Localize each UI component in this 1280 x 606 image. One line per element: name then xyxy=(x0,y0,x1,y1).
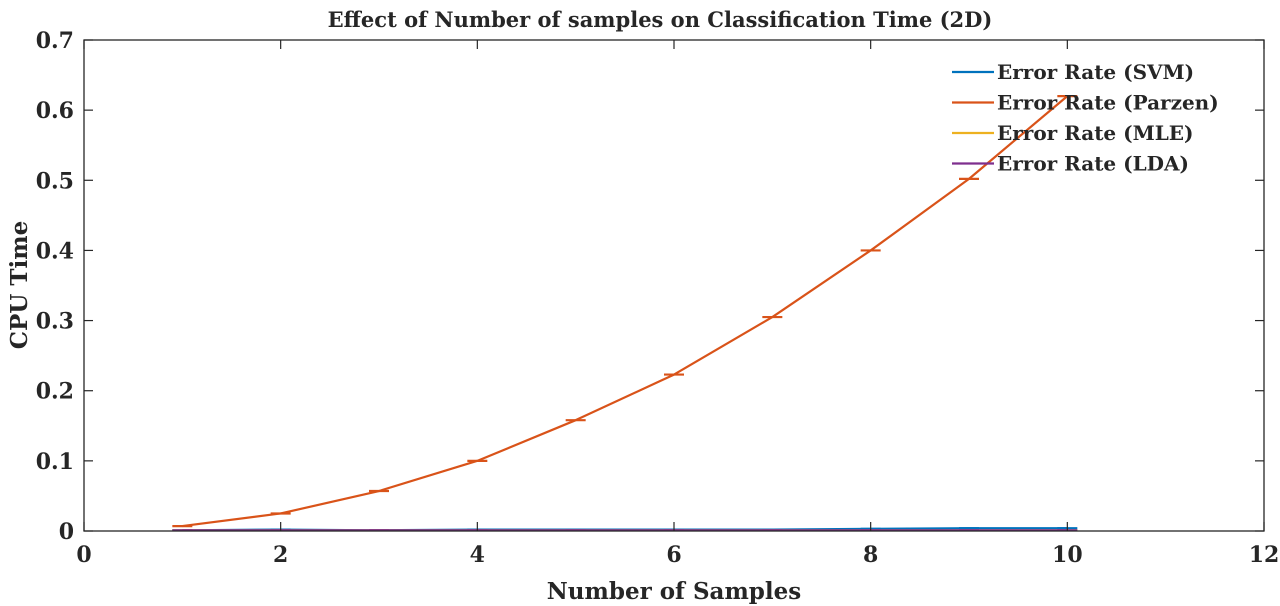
y-tick-label: 0.1 xyxy=(36,449,74,475)
x-tick-label: 2 xyxy=(273,542,288,568)
legend-entry: Error Rate (LDA) xyxy=(997,152,1189,176)
tick-layer: 0 2 4 6 8 10 12 0 0.1 0.2 0.3 0.4 0.5 0.6 0.7 xyxy=(36,28,1280,568)
y-tick-label: 0.4 xyxy=(36,238,74,264)
legend-entry: Error Rate (Parzen) xyxy=(997,91,1219,115)
x-axis-label: Number of Samples xyxy=(547,578,801,605)
y-tick-label: 0.7 xyxy=(36,28,74,54)
x-tick-label: 0 xyxy=(76,542,91,568)
legend-entry: Error Rate (MLE) xyxy=(997,121,1194,145)
x-tick-label: 10 xyxy=(1052,542,1083,568)
legend-entry: Error Rate (SVM) xyxy=(997,60,1194,84)
y-tick-label: 0.3 xyxy=(36,309,74,335)
series-1 xyxy=(172,95,1078,528)
x-tick-label: 4 xyxy=(470,542,485,568)
y-tick-label: 0.2 xyxy=(36,379,74,405)
x-tick-label: 8 xyxy=(863,542,878,568)
series-layer xyxy=(172,95,1078,532)
legend: Error Rate (SVM) Error Rate (Parzen) Error… xyxy=(952,60,1219,176)
x-tick-label: 12 xyxy=(1249,542,1280,568)
plot-area xyxy=(84,40,1264,531)
y-tick-label: 0.5 xyxy=(36,168,74,194)
y-tick-label: 0.6 xyxy=(36,98,74,124)
y-axis-label: CPU Time xyxy=(6,221,33,350)
series-line xyxy=(182,95,1069,528)
y-tick-label: 0 xyxy=(59,519,74,545)
chart-title: Effect of Number of samples on Classific… xyxy=(328,7,993,32)
x-tick-label: 6 xyxy=(666,542,681,568)
